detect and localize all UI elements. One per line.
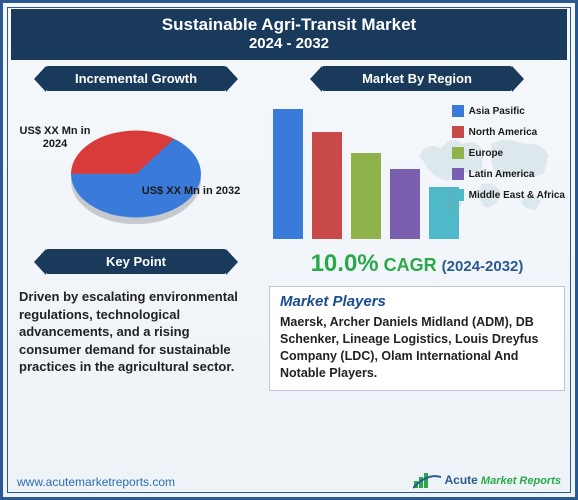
bar-asia-pasific	[273, 109, 303, 239]
left-column: Incremental Growth US$ XX Mn in 2024 US$…	[13, 66, 259, 391]
legend-label: Asia Pasific	[469, 106, 525, 117]
cagr-percent: 10.0%	[311, 250, 379, 277]
legend-label: North America	[469, 127, 538, 138]
logo-text: Acute Market Reports	[445, 473, 561, 487]
ribbon-market-by-region: Market By Region	[322, 66, 512, 91]
pie-label-2024: US$ XX Mn in 2024	[15, 125, 95, 151]
legend-item: Latin America	[452, 168, 565, 180]
logo-mark-icon	[413, 471, 441, 489]
legend-item: Middle East & Africa	[452, 189, 565, 201]
ribbon-incremental-growth: Incremental Growth	[46, 66, 226, 91]
footer-url: www.acutemarketreports.com	[17, 475, 175, 489]
cagr-line: 10.0% CAGR (2024-2032)	[269, 250, 565, 278]
brand-logo: Acute Market Reports	[413, 471, 561, 489]
market-players-box: Market Players Maersk, Archer Daniels Mi…	[269, 286, 565, 391]
legend-label: Latin America	[469, 169, 535, 180]
legend-swatch-icon	[452, 126, 464, 138]
page-title: Sustainable Agri-Transit Market	[11, 15, 567, 35]
cagr-range: (2024-2032)	[442, 258, 524, 275]
legend-item: North America	[452, 126, 565, 138]
keypoint-text: Driven by escalating environmental regul…	[13, 282, 259, 376]
legend-swatch-icon	[452, 189, 464, 201]
bar-north-america	[312, 132, 342, 239]
legend-item: Europe	[452, 147, 565, 159]
bar-europe	[351, 153, 381, 239]
logo-word-acute: Acute	[445, 473, 478, 487]
logo-word-market-reports: Market Reports	[478, 475, 561, 487]
legend-swatch-icon	[452, 147, 464, 159]
legend-label: Europe	[469, 148, 503, 159]
legend-item: Asia Pasific	[452, 105, 565, 117]
legend: Asia Pasific North America Europe Latin Ame…	[452, 105, 565, 210]
footer: www.acutemarketreports.com Acute Market …	[17, 471, 561, 489]
ribbon-key-point: Key Point	[46, 249, 226, 274]
pie-label-2032: US$ XX Mn in 2032	[141, 185, 241, 198]
legend-label: Middle East & Africa	[469, 190, 565, 201]
pie-chart: US$ XX Mn in 2024 US$ XX Mn in 2032	[13, 99, 259, 249]
market-players-title: Market Players	[280, 293, 554, 310]
page-years: 2024 - 2032	[11, 35, 567, 52]
bar-chart: Asia Pasific North America Europe Latin Ame…	[269, 99, 565, 244]
content-columns: Incremental Growth US$ XX Mn in 2024 US$…	[3, 64, 575, 391]
header: Sustainable Agri-Transit Market 2024 - 2…	[11, 9, 567, 60]
legend-swatch-icon	[452, 168, 464, 180]
market-players-body: Maersk, Archer Daniels Midland (ADM), DB…	[280, 314, 554, 382]
cagr-label: CAGR	[384, 255, 437, 275]
legend-swatch-icon	[452, 105, 464, 117]
infographic-frame: Sustainable Agri-Transit Market 2024 - 2…	[0, 0, 578, 500]
right-column: Market By Region Asia Pasific North Ameri…	[269, 66, 565, 391]
